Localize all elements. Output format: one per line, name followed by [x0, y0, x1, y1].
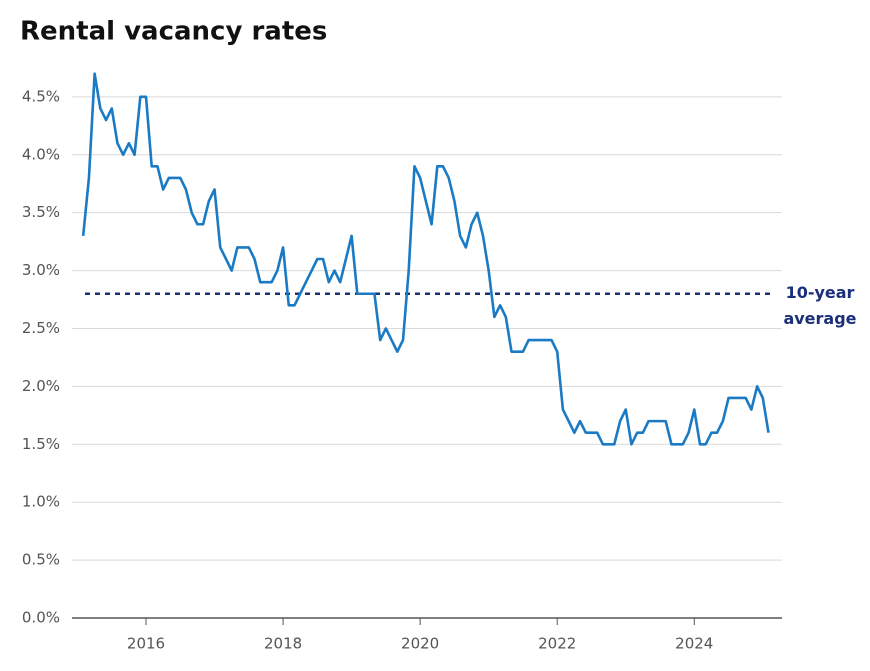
x-tick-label: 2022 [538, 635, 576, 653]
average-label: average [783, 309, 856, 328]
x-tick-label: 2018 [264, 635, 302, 653]
y-tick-label: 4.5% [22, 87, 60, 105]
data-line [81, 72, 770, 446]
x-tick-label: 2020 [401, 635, 439, 653]
y-tick-label: 3.0% [22, 261, 60, 279]
y-tick-label: 0.0% [22, 609, 60, 627]
chart-title: Rental vacancy rates [20, 17, 327, 47]
y-tick-label: 2.5% [22, 319, 60, 337]
x-tick-label: 2016 [127, 635, 165, 653]
y-tick-label: 3.5% [22, 203, 60, 221]
y-tick-label: 0.5% [22, 551, 60, 569]
x-tick-label: 2024 [675, 635, 713, 653]
y-tick-label: 1.5% [22, 435, 60, 453]
y-tick-label: 2.0% [22, 377, 60, 395]
y-tick-label: 4.0% [22, 145, 60, 163]
y-tick-label: 1.0% [22, 493, 60, 511]
average-label: 10-year [786, 283, 855, 302]
